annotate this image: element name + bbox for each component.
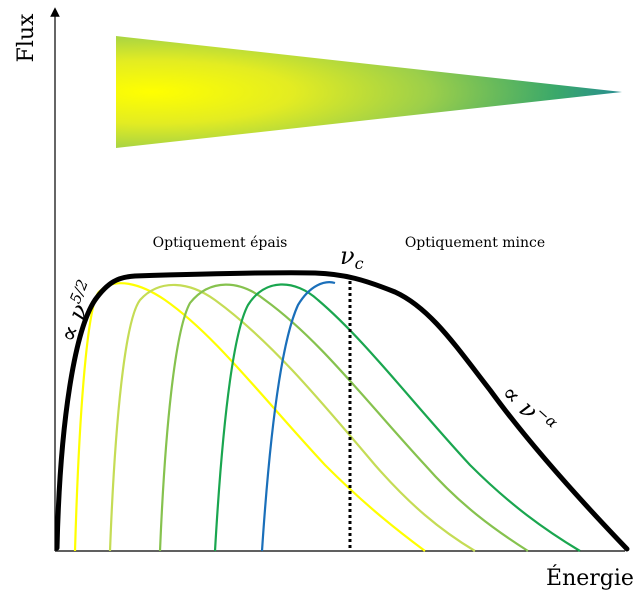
component-curves xyxy=(73,281,581,552)
optically-thin-label: Optiquement mince xyxy=(405,235,545,251)
component-curve-3 xyxy=(158,283,529,552)
energy-gradient-wedge xyxy=(116,36,622,148)
component-curve-2 xyxy=(108,283,476,552)
low-frequency-slope-label: ∝ ν5/2 xyxy=(52,277,103,346)
x-axis-label: Énergie xyxy=(546,564,634,591)
optically-thick-label: Optiquement épais xyxy=(153,235,288,251)
critical-frequency-label: νc xyxy=(340,242,364,273)
component-curve-4 xyxy=(213,283,581,552)
component-curve-5 xyxy=(260,281,336,552)
y-axis-label: Flux xyxy=(14,13,39,62)
total-spectrum-envelope xyxy=(54,270,630,552)
component-curve-1 xyxy=(73,282,426,552)
